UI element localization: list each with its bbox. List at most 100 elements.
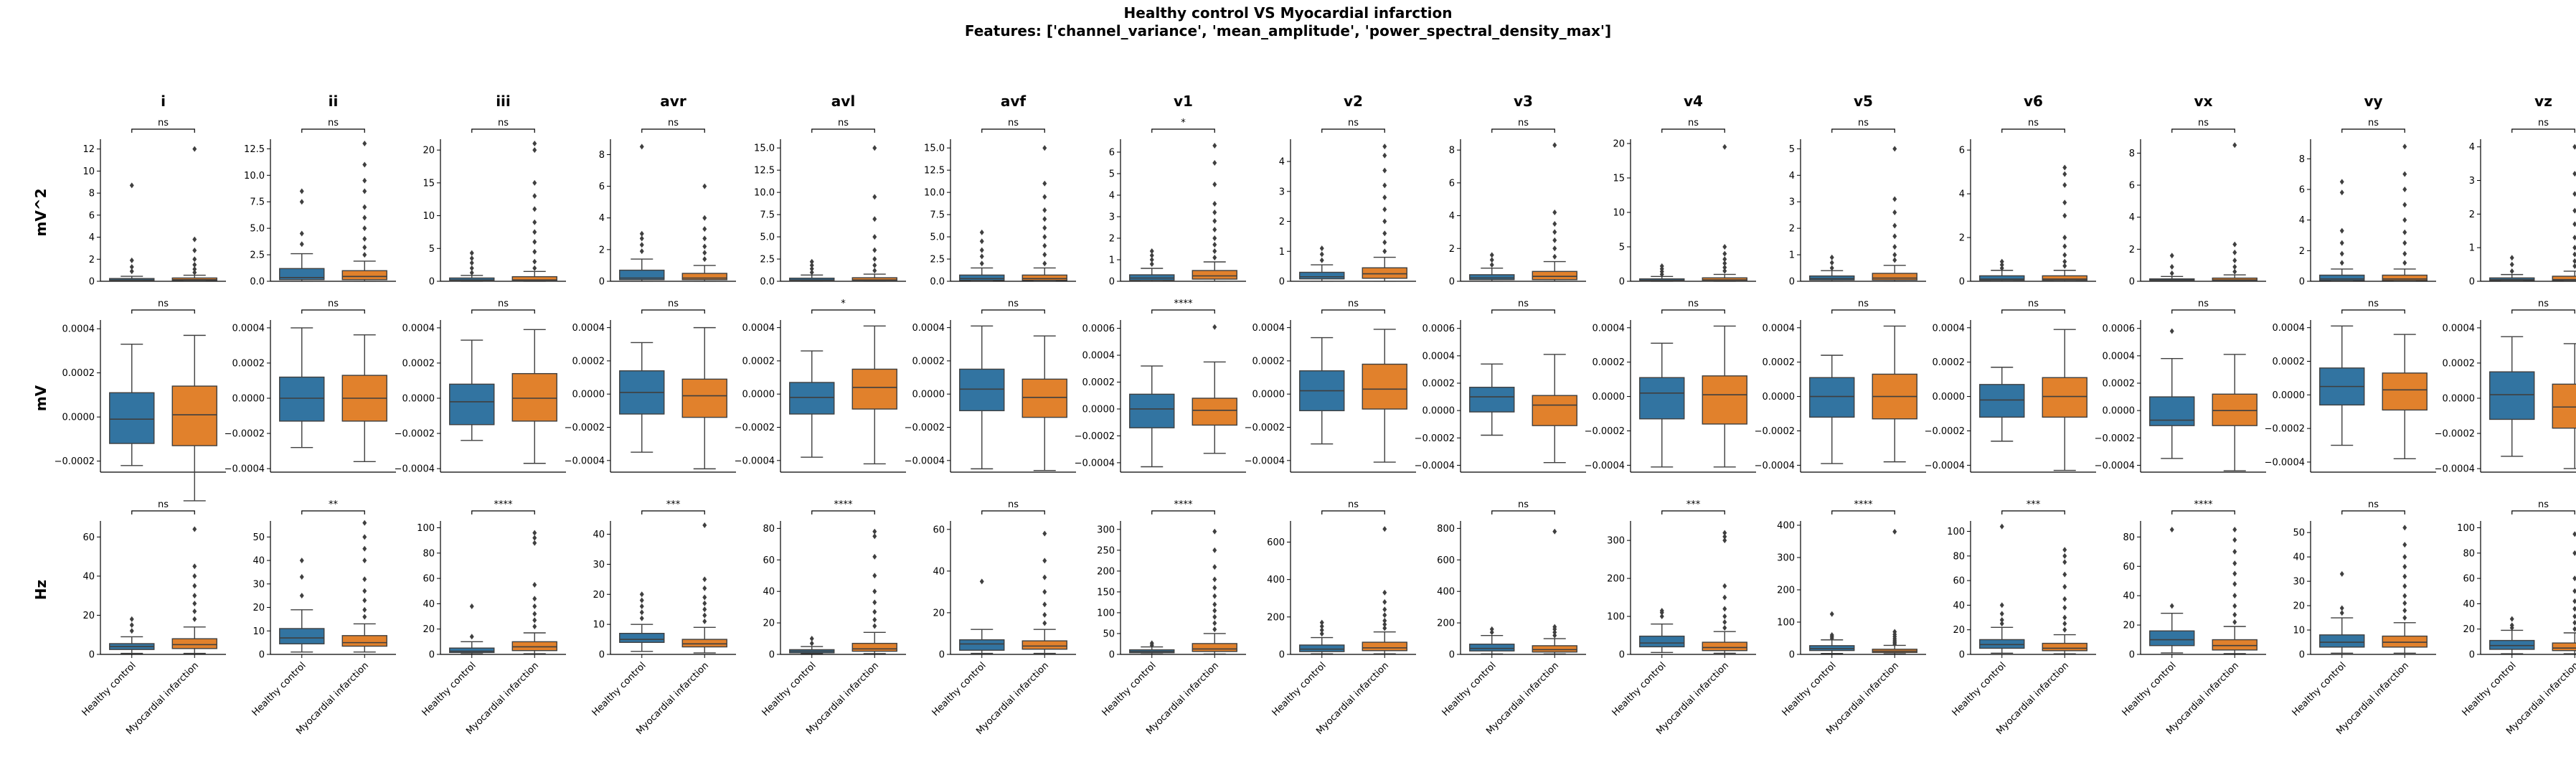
- outlier-marker: [1892, 210, 1897, 215]
- significance-label: *: [1181, 118, 1186, 128]
- y-tick-label: 10.0: [244, 171, 265, 182]
- outlier-marker: [2232, 257, 2237, 263]
- y-tick-label: 0: [1959, 650, 1965, 661]
- y-tick-label: 0.0002: [1082, 377, 1115, 388]
- y-tick-label: 20: [1953, 625, 1965, 636]
- outlier-marker: [532, 535, 537, 541]
- outlier-marker: [129, 257, 134, 263]
- y-tick-label: 60: [423, 574, 435, 585]
- y-tick-label: 0: [1279, 277, 1285, 288]
- box-infarction: [1362, 641, 1407, 652]
- y-tick-label: 0: [259, 650, 265, 661]
- y-tick-label: 10.0: [924, 188, 945, 199]
- outlier-marker: [1382, 218, 1387, 225]
- box-healthy: [279, 628, 325, 644]
- y-tick-label: 80: [423, 548, 435, 559]
- outlier-marker: [872, 268, 877, 274]
- outlier-marker: [299, 558, 304, 564]
- outlier-marker: [362, 244, 367, 250]
- outlier-marker: [1552, 229, 1557, 235]
- y-tick-label: 3: [1789, 197, 1795, 208]
- y-tick-label: −0.0002: [1925, 426, 1965, 437]
- outlier-marker: [872, 588, 877, 595]
- outlier-marker: [2339, 570, 2344, 577]
- outlier-marker: [129, 628, 134, 634]
- outlier-marker: [2062, 252, 2067, 258]
- outlier-marker: [532, 193, 537, 199]
- box-infarction: [341, 635, 387, 647]
- outlier-marker: [2402, 563, 2407, 570]
- box-healthy: [789, 382, 835, 415]
- outlier-marker: [1722, 619, 1727, 625]
- y-tick-label: −0.0004: [225, 464, 265, 475]
- outlier-marker: [1999, 258, 2004, 265]
- outlier-marker: [979, 578, 984, 585]
- outlier-marker: [532, 596, 537, 602]
- outlier-marker: [532, 581, 537, 588]
- x-tick-label: Healthy control: [760, 660, 818, 718]
- outlier-marker: [2402, 202, 2407, 208]
- significance-bracket: [471, 309, 535, 314]
- outlier-marker: [1892, 629, 1897, 635]
- column-title: avl: [831, 93, 855, 110]
- y-tick-label: 0.0004: [1933, 323, 1966, 334]
- outlier-marker: [2232, 611, 2237, 618]
- x-tick-label: Healthy control: [250, 660, 308, 718]
- x-tick-label: Myocardial infarction: [124, 660, 201, 737]
- outlier-marker: [2062, 583, 2067, 590]
- y-tick-label: 0.0002: [912, 356, 945, 367]
- box-infarction: [2382, 274, 2428, 281]
- outlier-marker: [1212, 235, 1217, 241]
- outlier-marker: [1552, 245, 1557, 252]
- significance-bracket: [471, 128, 535, 133]
- significance-label: ns: [1858, 118, 1869, 128]
- significance-label: ns: [2538, 499, 2549, 510]
- y-tick-label: 60: [1953, 576, 1965, 587]
- y-tick-label: 0.0002: [1252, 356, 1285, 367]
- significance-bracket: [1831, 309, 1895, 314]
- outlier-marker: [2232, 570, 2237, 577]
- box-healthy: [2149, 396, 2195, 426]
- outlier-marker: [1382, 194, 1387, 201]
- column-title: avr: [660, 93, 687, 110]
- y-tick-label: 12.5: [924, 166, 945, 177]
- box-infarction: [2212, 393, 2257, 426]
- outlier-marker: [2572, 258, 2576, 264]
- outlier-marker: [2509, 255, 2514, 261]
- y-tick-label: 40: [593, 530, 605, 540]
- box-healthy: [959, 639, 1005, 651]
- significance-label: ns: [2538, 298, 2549, 309]
- outlier-marker: [2232, 603, 2237, 609]
- outlier-marker: [2062, 547, 2067, 553]
- significance-label: ****: [494, 499, 514, 510]
- outlier-marker: [129, 622, 134, 629]
- outlier-marker: [809, 262, 814, 268]
- outlier-marker: [2062, 171, 2067, 177]
- outlier-marker: [532, 141, 537, 146]
- box-infarction: [851, 277, 897, 282]
- y-tick-label: 30: [2293, 577, 2305, 588]
- outlier-marker: [2572, 613, 2576, 620]
- significance-bracket: [2341, 128, 2405, 133]
- x-tick-label: Myocardial infarction: [1144, 660, 1221, 737]
- y-tick-label: 0: [1959, 277, 1965, 288]
- outlier-marker: [1382, 167, 1387, 174]
- outlier-marker: [2062, 571, 2067, 578]
- y-tick-label: 5: [1109, 169, 1115, 180]
- y-tick-label: 20: [423, 146, 435, 156]
- box-healthy: [1809, 275, 1855, 281]
- significance-bracket: [1151, 510, 1215, 514]
- outlier-marker: [192, 247, 197, 253]
- y-tick-label: 50: [253, 532, 265, 543]
- significance-bracket: [1491, 309, 1555, 314]
- outlier-marker: [1212, 242, 1217, 248]
- y-tick-label: 0.0: [760, 277, 775, 288]
- box-infarction: [1362, 363, 1407, 410]
- y-tick-label: 0.0006: [2103, 324, 2136, 334]
- y-tick-label: 30: [593, 560, 605, 570]
- significance-label: ns: [1008, 118, 1019, 128]
- outlier-marker: [532, 265, 537, 271]
- outlier-marker: [299, 593, 304, 599]
- y-tick-label: 40: [2123, 591, 2135, 602]
- outlier-marker: [299, 241, 304, 248]
